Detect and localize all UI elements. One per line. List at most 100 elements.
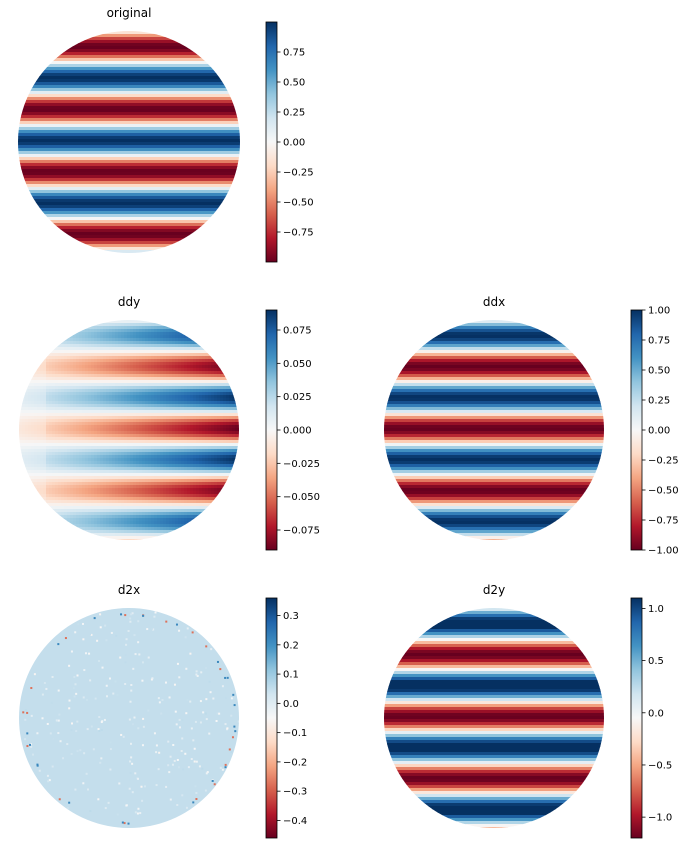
heatmap-cell [148, 341, 152, 345]
heatmap-cell [42, 145, 46, 149]
heatmap-cell [168, 76, 172, 80]
heatmap-cell [30, 94, 34, 98]
heatmap-cell [55, 341, 59, 345]
heatmap-cell [117, 127, 121, 131]
heatmap-cell [183, 55, 187, 59]
heatmap-cell [175, 338, 179, 342]
heatmap-cell [30, 106, 34, 110]
heatmap-cell [115, 326, 119, 330]
heatmap-cell [150, 172, 154, 176]
heatmap-cell [78, 205, 82, 209]
heatmap-cell [30, 130, 34, 134]
heatmap-cell [66, 202, 70, 206]
heatmap-cell [78, 187, 82, 191]
heatmap-cell [90, 43, 94, 47]
heatmap-cell [69, 160, 73, 164]
heatmap-cell [156, 229, 160, 233]
heatmap-cell [144, 130, 148, 134]
heatmap-cell [174, 70, 178, 74]
heatmap-cell [147, 226, 151, 230]
heatmap-cell [180, 208, 184, 212]
heatmap-cell [126, 91, 130, 95]
heatmap-cell [105, 127, 109, 131]
heatmap-cell [105, 250, 109, 253]
heatmap-cell [120, 43, 124, 47]
heatmap-cell [201, 187, 205, 191]
heatmap-cell [102, 130, 106, 134]
heatmap-cell [105, 199, 109, 203]
heatmap-cell [72, 226, 76, 230]
heatmap-cell [90, 187, 94, 191]
heatmap-cell [120, 145, 124, 149]
heatmap-cell [210, 175, 214, 179]
heatmap-cell [51, 103, 55, 107]
heatmap-cell [162, 73, 166, 77]
heatmap-cell [201, 52, 205, 56]
heatmap-cell [174, 181, 178, 185]
heatmap-cell [186, 106, 190, 110]
heatmap-cell [115, 347, 119, 351]
heatmap-cell [183, 91, 187, 95]
heatmap-cell [90, 181, 94, 185]
heatmap-cell [222, 85, 226, 89]
heatmap-cell [174, 238, 178, 242]
heatmap-cell [54, 76, 58, 80]
heatmap-cell [57, 88, 61, 92]
heatmap-cell [180, 214, 184, 218]
heatmap-cell [165, 247, 169, 251]
heatmap-cell [174, 235, 178, 239]
heatmap-cell [201, 97, 205, 101]
heatmap-cell [184, 332, 188, 336]
heatmap-cell [108, 67, 112, 71]
heatmap-cell [114, 226, 118, 230]
heatmap-cell [153, 208, 157, 212]
heatmap-cell [75, 175, 79, 179]
heatmap-cell [180, 199, 184, 203]
heatmap-cell [135, 100, 139, 104]
heatmap-cell [33, 115, 37, 119]
heatmap-cell [63, 223, 67, 227]
heatmap-cell [174, 55, 178, 59]
heatmap-cell [216, 172, 220, 176]
heatmap-cell [186, 160, 190, 164]
heatmap-cell [135, 232, 139, 236]
heatmap-cell [165, 112, 169, 116]
heatmap-cell [135, 163, 139, 167]
heatmap-cell [78, 145, 82, 149]
heatmap-cell [216, 127, 220, 131]
heatmap-cell [210, 199, 214, 203]
heatmap-cell [186, 181, 190, 185]
heatmap-cell [123, 238, 127, 242]
heatmap-cell [36, 115, 40, 119]
heatmap-cell [207, 205, 211, 209]
heatmap-cell [189, 58, 193, 62]
heatmap-cell [87, 85, 91, 89]
heatmap-cell [180, 160, 184, 164]
heatmap-cell [186, 199, 190, 203]
heatmap-cell [63, 58, 67, 62]
heatmap-cell [201, 205, 205, 209]
heatmap-cell [48, 112, 52, 116]
heatmap-cell [105, 163, 109, 167]
heatmap-cell [48, 58, 52, 62]
colorbar-tick-label: −0.50 [283, 198, 314, 209]
heatmap-cell [120, 244, 124, 248]
heatmap-cell [198, 52, 202, 56]
heatmap-cell [189, 160, 193, 164]
heatmap-cell [42, 181, 46, 185]
heatmap-cell [96, 124, 100, 128]
heatmap-cell [63, 139, 67, 143]
heatmap-cell [97, 323, 101, 327]
heatmap-cell [135, 37, 139, 41]
heatmap-cell [150, 97, 154, 101]
heatmap-cell [106, 347, 110, 351]
heatmap-cell [45, 109, 49, 113]
heatmap-cell [96, 163, 100, 167]
heatmap-cell [114, 184, 118, 188]
heatmap-cell [105, 67, 109, 71]
heatmap-cell [132, 106, 136, 110]
heatmap-cell [102, 193, 106, 197]
heatmap-cell [78, 184, 82, 188]
heatmap-cell [201, 145, 205, 149]
heatmap-cell [186, 187, 190, 191]
